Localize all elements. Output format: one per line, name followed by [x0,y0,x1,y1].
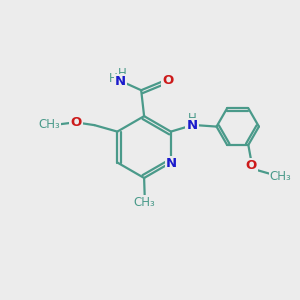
Text: O: O [162,74,173,87]
Text: N: N [166,158,177,170]
Text: CH₃: CH₃ [134,196,156,209]
Text: CH₃: CH₃ [39,118,61,131]
Text: N: N [115,75,126,88]
Text: CH₃: CH₃ [270,170,292,183]
Text: H: H [118,67,127,80]
Text: H: H [188,112,197,125]
Text: O: O [70,116,82,129]
Text: O: O [246,159,257,172]
Text: N: N [187,118,198,132]
Text: H: H [109,72,118,85]
